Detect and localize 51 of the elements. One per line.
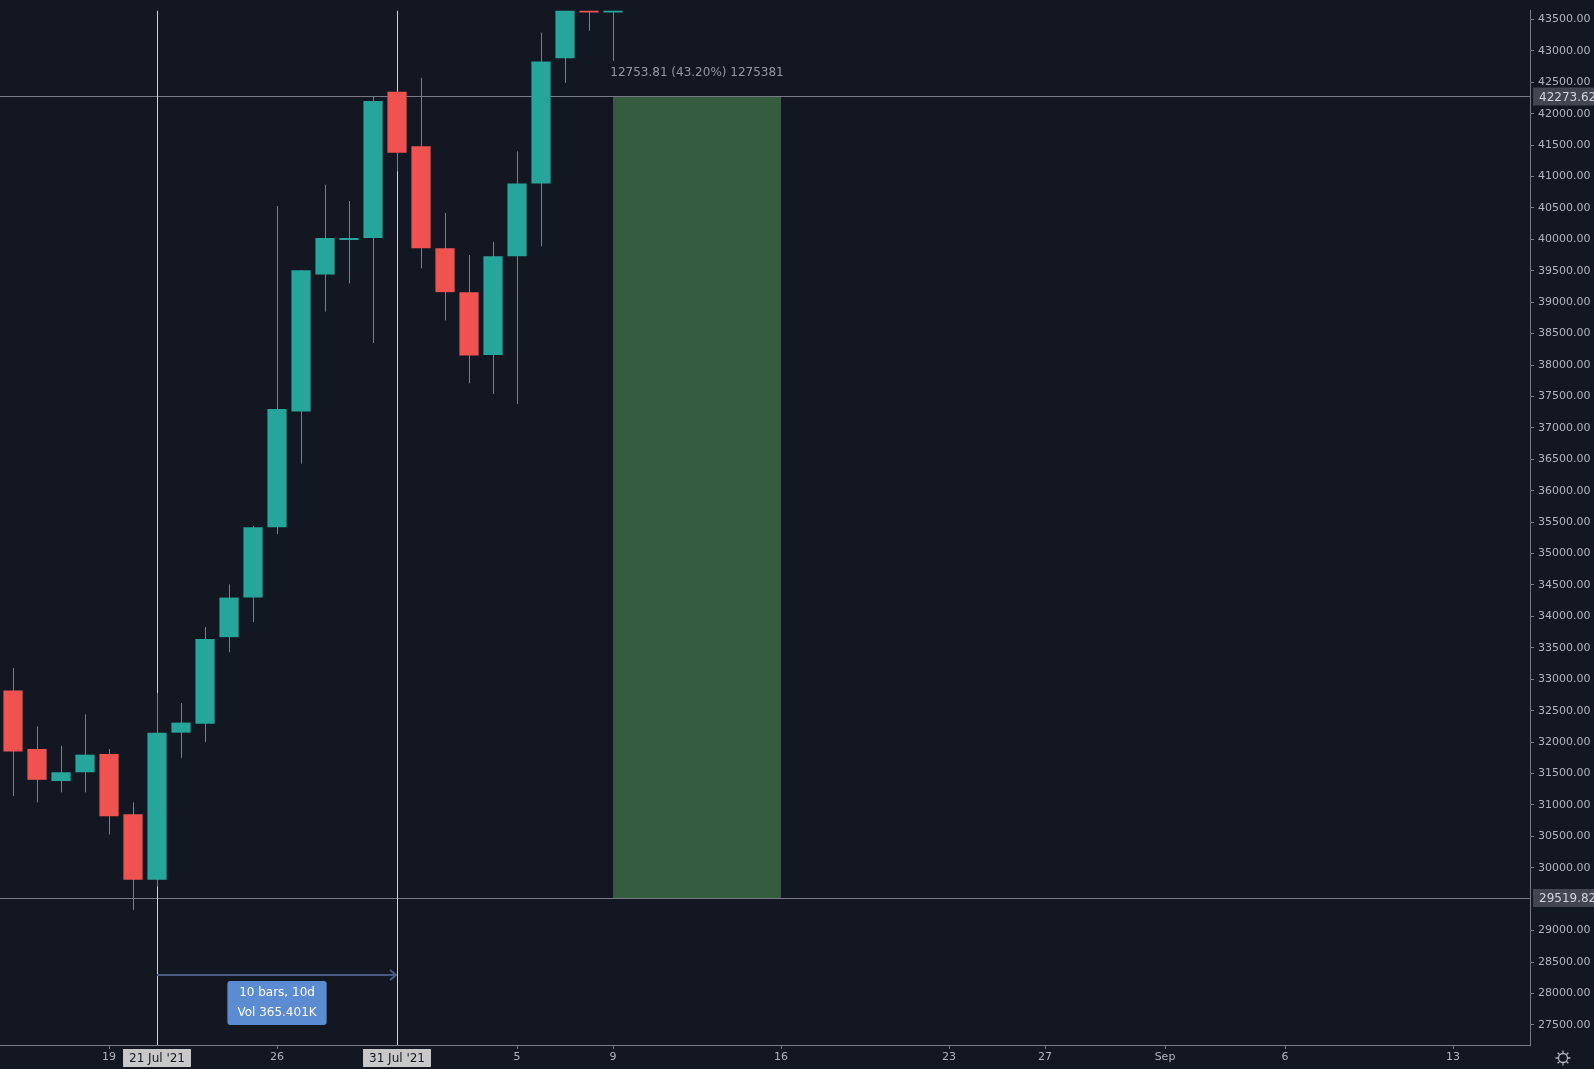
y-tick-label: 41000.00 [1538, 169, 1591, 183]
y-tick-label: 34000.00 [1538, 609, 1591, 623]
y-tick-label: 37000.00 [1538, 420, 1591, 434]
y-tick-label: 36000.00 [1538, 483, 1591, 497]
y-tick-label: 42500.00 [1538, 75, 1591, 89]
y-tick-label: 28000.00 [1538, 986, 1591, 1000]
y-tick-label: 38500.00 [1538, 326, 1591, 340]
y-tick-label: 32000.00 [1538, 734, 1591, 748]
y-tick-label: 28500.00 [1538, 954, 1591, 968]
x-tick-label: 13 [1446, 1050, 1460, 1064]
y-tick-label: 35500.00 [1538, 515, 1591, 528]
x-tick-label: 9 [609, 1050, 617, 1064]
candlestick [339, 200, 359, 284]
x-tick-label: 6 [1281, 1050, 1289, 1064]
x-tick-label: 16 [774, 1050, 788, 1064]
annotation: 12753.81 (43.20%) 1275381 [610, 64, 784, 79]
y-tick-label: 33000.00 [1538, 672, 1591, 686]
y-tick-label: 37500.00 [1538, 389, 1591, 403]
x-tick-label: 26 [270, 1050, 284, 1064]
x-tick-label: 5 [513, 1050, 521, 1064]
y-tick-label: 39000.00 [1538, 295, 1591, 309]
x-tick-label: Sep [1154, 1050, 1176, 1064]
candlestick [603, 10, 623, 62]
y-tick-label: 38000.00 [1538, 357, 1591, 371]
y-tick-label: 31500.00 [1538, 766, 1591, 780]
x-tick-label: 19 [102, 1050, 116, 1064]
y-tick-label: 33500.00 [1538, 640, 1591, 654]
candlestick [171, 702, 191, 759]
y-tick-label: 29000.00 [1538, 923, 1591, 937]
ref-line-label: 21 Jul '21 [129, 1051, 185, 1066]
y-tick-label: 41500.00 [1538, 137, 1591, 151]
y-tick-label: 34500.00 [1538, 577, 1591, 591]
y-tick-label: 31000.00 [1538, 797, 1591, 811]
candlestick [75, 713, 95, 793]
y-tick-label: 35000.00 [1538, 546, 1591, 560]
ref-line-label: 31 Jul '21 [369, 1051, 425, 1066]
y-tick-label: 43500.00 [1538, 12, 1591, 26]
y-tick-label: 36500.00 [1538, 452, 1591, 466]
y-tick-label: 40000.00 [1538, 232, 1591, 246]
candlestick [51, 745, 71, 793]
y-tick-label: 39500.00 [1538, 263, 1591, 277]
y-tick-label: 32500.00 [1538, 703, 1591, 717]
y-tick-label: 30000.00 [1538, 860, 1591, 874]
y-tick-label: 43000.00 [1538, 43, 1591, 57]
y-tick-label: 30500.00 [1538, 829, 1591, 843]
y-tick-label: 40500.00 [1538, 200, 1591, 214]
y-tick-label: 42000.00 [1538, 106, 1591, 120]
x-tick-label: 27 [1038, 1050, 1052, 1064]
annotation: 10 bars, 10d Vol 365.401K [237, 985, 318, 1020]
x-tick-label: 23 [942, 1050, 956, 1064]
y-tick-label: 27500.00 [1538, 1017, 1591, 1031]
